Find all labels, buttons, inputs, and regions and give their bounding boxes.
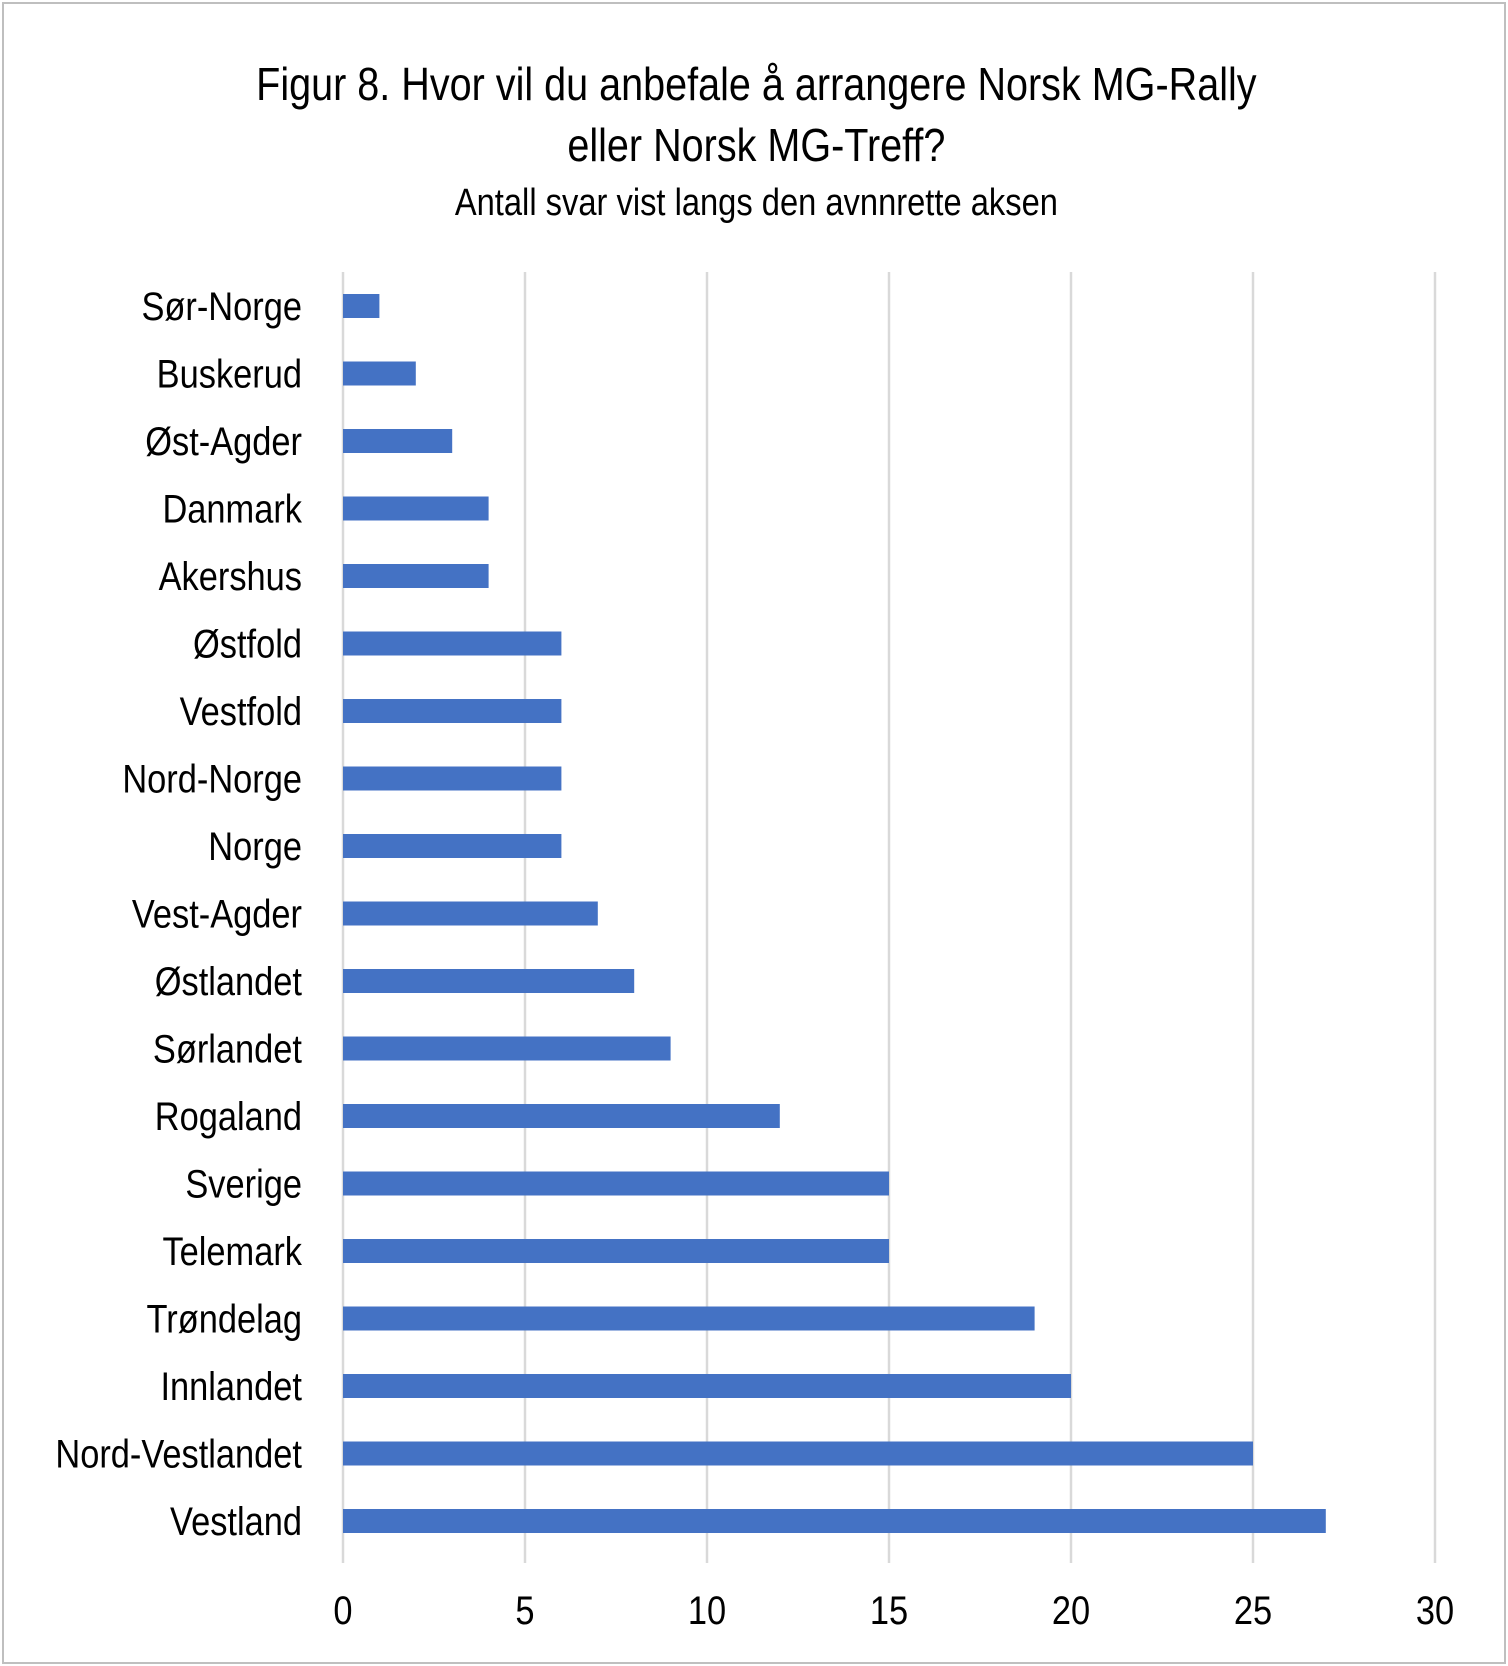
bar <box>343 361 416 386</box>
category-label: Øst-Agder <box>145 419 302 464</box>
category-labels: Sør-Norge Buskerud Øst-Agder Danmark Akershu… <box>55 284 302 1544</box>
category-label: Nord-Norge <box>122 756 302 801</box>
category-label: Danmark <box>162 486 302 531</box>
category-label: Østfold <box>193 621 302 666</box>
x-tick-label: 5 <box>515 1588 534 1633</box>
bar <box>343 429 453 453</box>
bar <box>343 699 562 723</box>
bar <box>343 294 380 318</box>
category-label: Innlandet <box>160 1364 302 1409</box>
bar <box>343 631 562 656</box>
bars <box>343 294 1326 1533</box>
x-tick-labels: 0 5 10 15 20 25 30 <box>333 1588 1454 1633</box>
bar <box>343 1104 780 1128</box>
category-label: Buskerud <box>157 351 302 396</box>
bar <box>343 1239 889 1263</box>
bar <box>343 1374 1071 1398</box>
category-label: Sør-Norge <box>141 284 302 329</box>
bar <box>343 1509 1326 1533</box>
category-label: Nord-Vestlandet <box>55 1431 302 1476</box>
x-tick-label: 0 <box>333 1588 352 1633</box>
x-tick-label: 10 <box>688 1588 726 1633</box>
chart-title-line-1: Figur 8. Hvor vil du anbefale å arranger… <box>256 58 1257 110</box>
bar <box>343 1306 1035 1331</box>
category-label: Østlandet <box>155 959 303 1004</box>
category-label: Rogaland <box>155 1094 302 1139</box>
category-label: Sverige <box>185 1161 302 1206</box>
category-label: Vestfold <box>180 689 302 734</box>
category-label: Vest-Agder <box>132 891 302 936</box>
chart-title-line-2: eller Norsk MG-Treff? <box>567 119 946 171</box>
x-tick-label: 15 <box>870 1588 908 1633</box>
category-label: Norge <box>208 824 302 869</box>
bar <box>343 1441 1253 1466</box>
bar <box>343 766 562 791</box>
category-label: Telemark <box>162 1229 302 1274</box>
category-label: Trøndelag <box>147 1296 302 1341</box>
bar <box>343 1171 889 1196</box>
bar <box>343 834 562 858</box>
bar <box>343 496 489 521</box>
bar <box>343 969 635 993</box>
category-label: Sørlandet <box>153 1026 303 1071</box>
category-label: Akershus <box>159 554 302 599</box>
x-tick-label: 30 <box>1416 1588 1454 1633</box>
bar <box>343 564 489 588</box>
bar <box>343 1036 671 1061</box>
chart-subtitle: Antall svar vist langs den avnnrette aks… <box>454 182 1058 224</box>
x-tick-label: 25 <box>1234 1588 1272 1633</box>
category-label: Vestland <box>170 1499 302 1544</box>
bar <box>343 901 598 926</box>
x-tick-label: 20 <box>1052 1588 1090 1633</box>
